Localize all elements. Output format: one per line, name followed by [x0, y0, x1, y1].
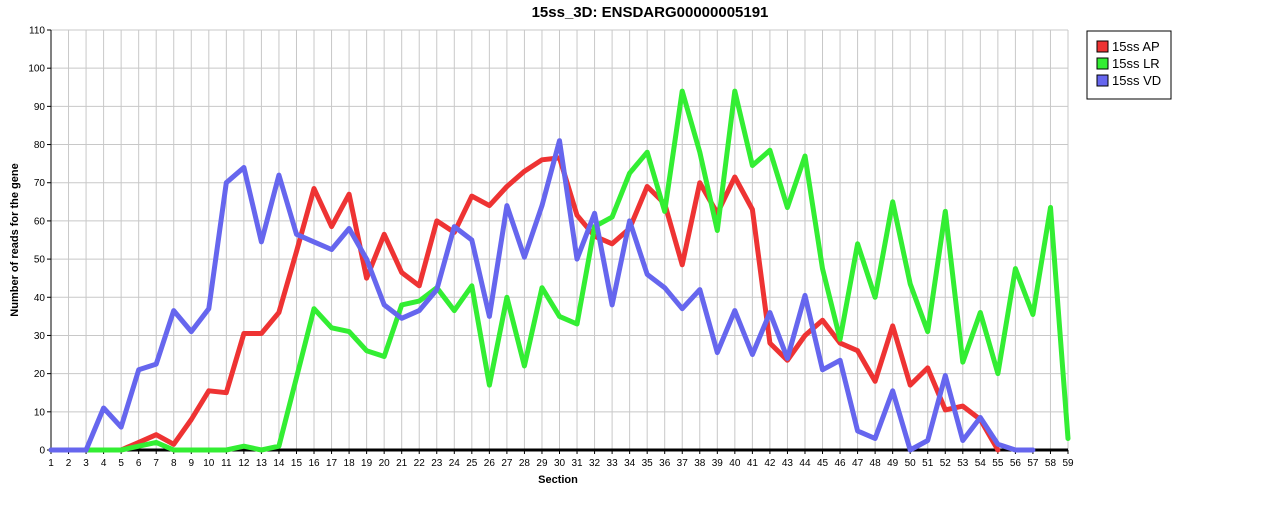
- x-tick-label: 31: [571, 458, 583, 469]
- x-tick-label: 32: [589, 458, 601, 469]
- chart-title: 15ss_3D: ENSDARG00000005191: [532, 4, 769, 21]
- y-tick-label: 90: [34, 102, 46, 113]
- x-tick-label: 54: [975, 458, 987, 469]
- series-line-15ss-vd: [48, 138, 1036, 453]
- x-tick-label: 13: [256, 458, 268, 469]
- x-tick-label: 56: [1010, 458, 1022, 469]
- x-tick-label: 53: [957, 458, 969, 469]
- x-tick-label: 4: [101, 458, 107, 469]
- x-tick-label: 51: [922, 458, 934, 469]
- x-tick-label: 34: [624, 458, 636, 469]
- y-tick-label: 80: [34, 140, 46, 151]
- x-tick-label: 44: [799, 458, 811, 469]
- y-tick-label: 70: [34, 178, 46, 189]
- x-tick-label: 19: [361, 458, 373, 469]
- x-tick-label: 37: [677, 458, 689, 469]
- x-tick-label: 7: [153, 458, 159, 469]
- x-tick-label: 41: [747, 458, 759, 469]
- legend-label-15ss-lr: 15ss LR: [1112, 56, 1160, 71]
- x-tick-label: 28: [519, 458, 531, 469]
- x-tick-label: 10: [203, 458, 215, 469]
- x-tick-label: 40: [729, 458, 741, 469]
- x-tick-label: 43: [782, 458, 794, 469]
- y-tick-label: 50: [34, 255, 46, 266]
- x-tick-label: 29: [536, 458, 548, 469]
- x-tick-label: 42: [764, 458, 776, 469]
- x-tick-label: 27: [501, 458, 513, 469]
- y-tick-label: 100: [28, 64, 45, 75]
- x-tick-label: 15: [291, 458, 303, 469]
- x-tick-label: 22: [414, 458, 426, 469]
- x-tick-label: 38: [694, 458, 706, 469]
- x-tick-label: 2: [66, 458, 72, 469]
- legend-swatch-15ss-lr: [1096, 57, 1109, 70]
- x-tick-label: 11: [221, 458, 232, 469]
- x-tick-label: 17: [326, 458, 338, 469]
- x-tick-label: 47: [852, 458, 864, 469]
- legend-swatch-15ss-vd: [1096, 74, 1109, 87]
- axes: 1 2 3 4 5 6 7 8 9 10 11 12 13 14 15 16 17 18 19 20 21 22 23 24 2…: [28, 26, 1074, 470]
- x-tick-label: 35: [642, 458, 654, 469]
- x-tick-label: 3: [83, 458, 89, 469]
- x-tick-label: 18: [344, 458, 356, 469]
- legend-label-15ss-ap: 15ss AP: [1112, 39, 1160, 54]
- x-tick-label: 58: [1045, 458, 1057, 469]
- x-tick-label: 6: [136, 458, 142, 469]
- legend: 15ss AP 15ss LR 15ss VD: [1086, 30, 1172, 100]
- x-tick-label: 36: [659, 458, 671, 469]
- x-tick-label: 33: [607, 458, 619, 469]
- x-tick-label: 46: [834, 458, 846, 469]
- x-tick-label: 45: [817, 458, 829, 469]
- x-tick-label: 30: [554, 458, 566, 469]
- x-tick-label: 16: [308, 458, 320, 469]
- series-lines: [48, 88, 1071, 453]
- y-tick-label: 40: [34, 293, 46, 304]
- y-tick-label: 0: [39, 446, 45, 457]
- y-tick-label: 60: [34, 216, 46, 227]
- x-tick-label: 50: [905, 458, 917, 469]
- legend-label-15ss-vd: 15ss VD: [1112, 73, 1161, 88]
- legend-swatch-15ss-ap: [1096, 40, 1109, 53]
- series-line-15ss-lr: [48, 88, 1071, 453]
- x-tick-label: 52: [940, 458, 952, 469]
- y-tick-label: 10: [34, 407, 46, 418]
- x-tick-label: 57: [1027, 458, 1039, 469]
- x-tick-label: 23: [431, 458, 443, 469]
- y-tick-label: 30: [34, 331, 46, 342]
- x-tick-label: 26: [484, 458, 496, 469]
- x-tick-label: 1: [48, 458, 54, 469]
- y-axis-label: Number of reads for the gene: [9, 163, 21, 316]
- x-tick-label: 14: [273, 458, 285, 469]
- x-tick-label: 59: [1062, 458, 1074, 469]
- x-tick-label: 24: [449, 458, 461, 469]
- x-tick-label: 48: [870, 458, 882, 469]
- x-tick-label: 8: [171, 458, 177, 469]
- x-tick-label: 5: [118, 458, 124, 469]
- x-axis-label: Section: [538, 474, 578, 486]
- x-tick-label: 39: [712, 458, 724, 469]
- x-tick-label: 20: [379, 458, 391, 469]
- grid: [50, 29, 1069, 451]
- x-tick-label: 12: [238, 458, 250, 469]
- series-line-15ss-ap: [48, 155, 1001, 453]
- x-tick-label: 21: [396, 458, 408, 469]
- x-tick-label: 25: [466, 458, 478, 469]
- y-tick-label: 110: [29, 26, 45, 37]
- x-tick-label: 49: [887, 458, 899, 469]
- x-tick-label: 9: [188, 458, 194, 469]
- x-tick-label: 55: [992, 458, 1004, 469]
- y-tick-label: 20: [34, 369, 46, 380]
